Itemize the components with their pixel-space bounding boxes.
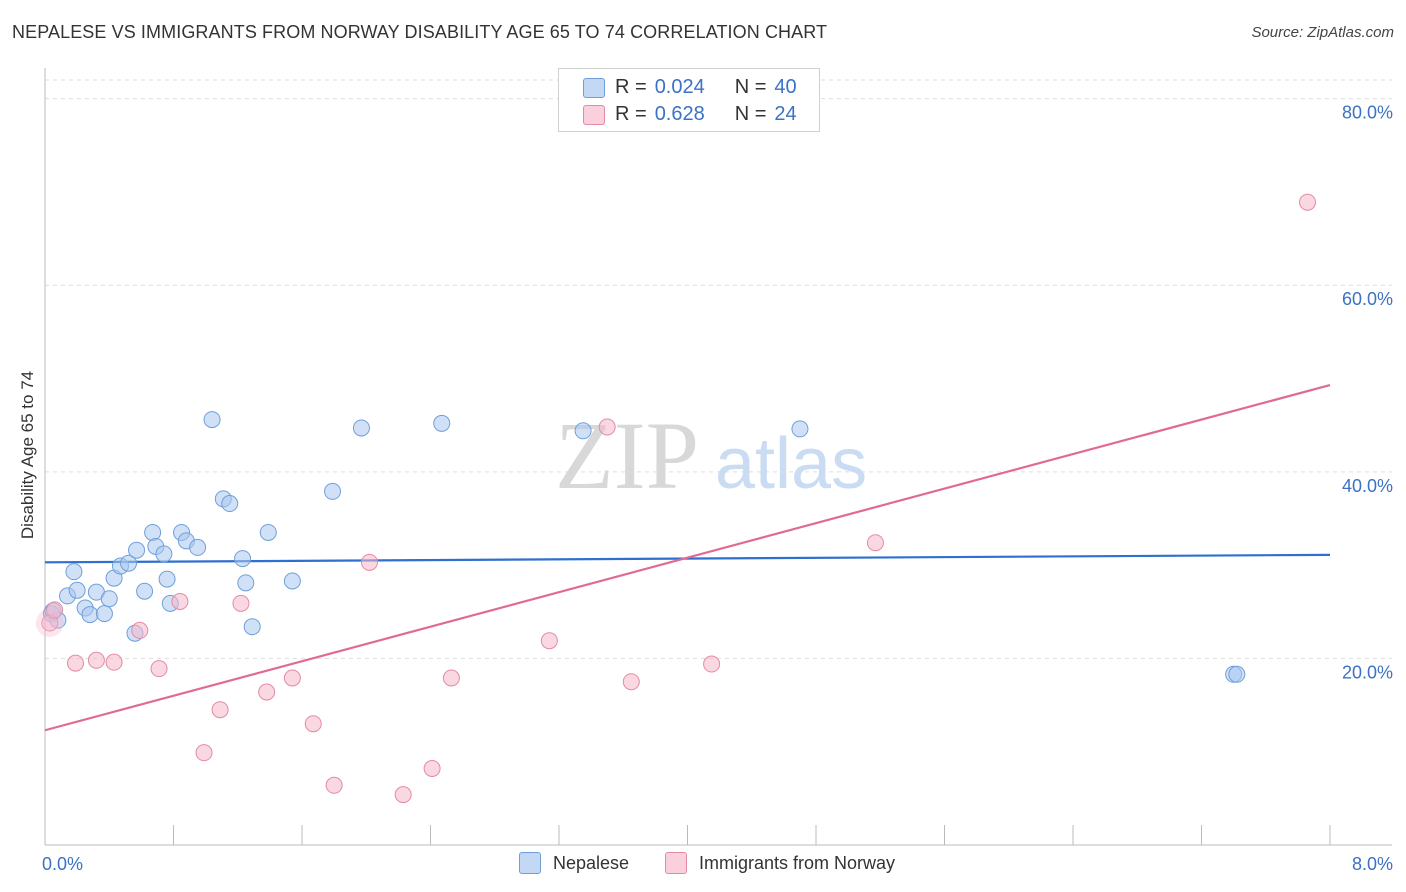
source-credit: Source: ZipAtlas.com	[1251, 24, 1394, 41]
x-tick-label: 0.0%	[42, 854, 83, 874]
norway-point	[150, 660, 168, 678]
nepalese-point	[203, 411, 221, 429]
nepalese-point	[791, 420, 809, 438]
nepalese-point	[574, 422, 592, 440]
nepalese-point	[68, 581, 86, 599]
legend-label-norway: Immigrants from Norway	[699, 852, 896, 873]
blue-swatch	[519, 852, 541, 874]
norway-point	[622, 673, 640, 691]
norway-point	[423, 760, 441, 777]
n-label: N =	[734, 102, 767, 125]
pink-swatch	[583, 105, 605, 125]
norway-point	[171, 593, 189, 611]
legend-row-nepalese: R = 0.024 N = 40	[583, 75, 797, 99]
norway-point	[283, 669, 301, 687]
pink-swatch	[665, 852, 687, 874]
n-label: N =	[734, 75, 767, 98]
axes	[44, 68, 1392, 846]
correlation-legend: R = 0.024 N = 40 R = 0.628 N = 24	[558, 68, 820, 132]
norway-point	[105, 653, 123, 671]
chart-title: NEPALESE VS IMMIGRANTS FROM NORWAY DISAB…	[12, 22, 828, 42]
r-value: 0.628	[654, 102, 705, 125]
nepalese-point	[100, 590, 118, 608]
nepalese-point	[1228, 665, 1246, 683]
norway-point	[540, 632, 558, 650]
nepalese-point	[158, 570, 176, 588]
norway-point	[258, 683, 276, 701]
norway-point	[325, 776, 343, 794]
watermark-atlas: atlas	[715, 424, 867, 504]
series-legend: Nepalese Immigrants from Norway	[0, 852, 1406, 878]
legend-item-nepalese: Nepalese	[519, 852, 629, 874]
y-tick-label: 40.0%	[1342, 476, 1393, 496]
y-tick-label: 80.0%	[1342, 103, 1393, 123]
nepalese-point	[324, 482, 342, 500]
norway-point	[211, 701, 229, 719]
nepalese-point	[259, 523, 277, 541]
norway-point	[131, 621, 149, 639]
nepalese-point	[243, 618, 261, 636]
norway-point	[232, 594, 250, 612]
blue-swatch	[583, 78, 605, 98]
norway-trend-line	[44, 384, 1331, 732]
watermark-zip: ZIP	[555, 402, 699, 509]
legend-item-norway: Immigrants from Norway	[665, 852, 895, 874]
norway-point	[394, 786, 412, 804]
nepalese-point	[234, 550, 252, 568]
norway-point	[360, 553, 378, 571]
nepalese-point	[237, 574, 255, 592]
n-value: 40	[774, 75, 797, 98]
nepalese-point	[189, 538, 207, 556]
norway-point	[703, 655, 721, 673]
norway-point	[442, 669, 460, 687]
legend-label-nepalese: Nepalese	[553, 852, 630, 873]
norway-point	[46, 601, 64, 619]
gridlines	[45, 79, 1392, 659]
legend-row-norway: R = 0.628 N = 24	[583, 102, 797, 126]
norway-point	[195, 744, 213, 762]
y-tick-label: 60.0%	[1342, 289, 1393, 309]
x-tick-label: 8.0%	[1352, 854, 1393, 874]
norway-point	[67, 654, 85, 672]
nepalese-point	[283, 572, 301, 590]
tick-labels: 20.0% 40.0% 60.0% 80.0% 0.0% 8.0%	[42, 103, 1393, 874]
nepalese-point	[155, 545, 173, 563]
nepalese-point	[433, 414, 451, 432]
nepalese-point	[221, 495, 239, 513]
nepalese-point	[128, 541, 146, 559]
norway-point	[1299, 193, 1317, 211]
norway-point	[304, 715, 322, 733]
norway-point	[598, 418, 616, 436]
nepalese-point	[81, 606, 99, 624]
nepalese-point	[95, 605, 113, 623]
nepalese-point	[352, 419, 370, 437]
data-points	[35, 193, 1317, 804]
r-value: 0.024	[654, 75, 705, 98]
y-tick-label: 20.0%	[1342, 662, 1393, 682]
norway-point-cluster	[35, 608, 64, 637]
nepalese-point	[120, 554, 138, 572]
norway-point	[866, 534, 884, 552]
n-value: 24	[774, 102, 797, 125]
r-label: R =	[615, 75, 647, 98]
watermark: ZIP atlas	[555, 402, 867, 509]
r-label: R =	[615, 102, 647, 125]
norway-point	[87, 651, 105, 669]
trend-lines	[44, 384, 1331, 732]
nepalese-point	[144, 523, 162, 541]
nepalese-point	[65, 563, 83, 581]
nepalese-point	[136, 582, 154, 600]
